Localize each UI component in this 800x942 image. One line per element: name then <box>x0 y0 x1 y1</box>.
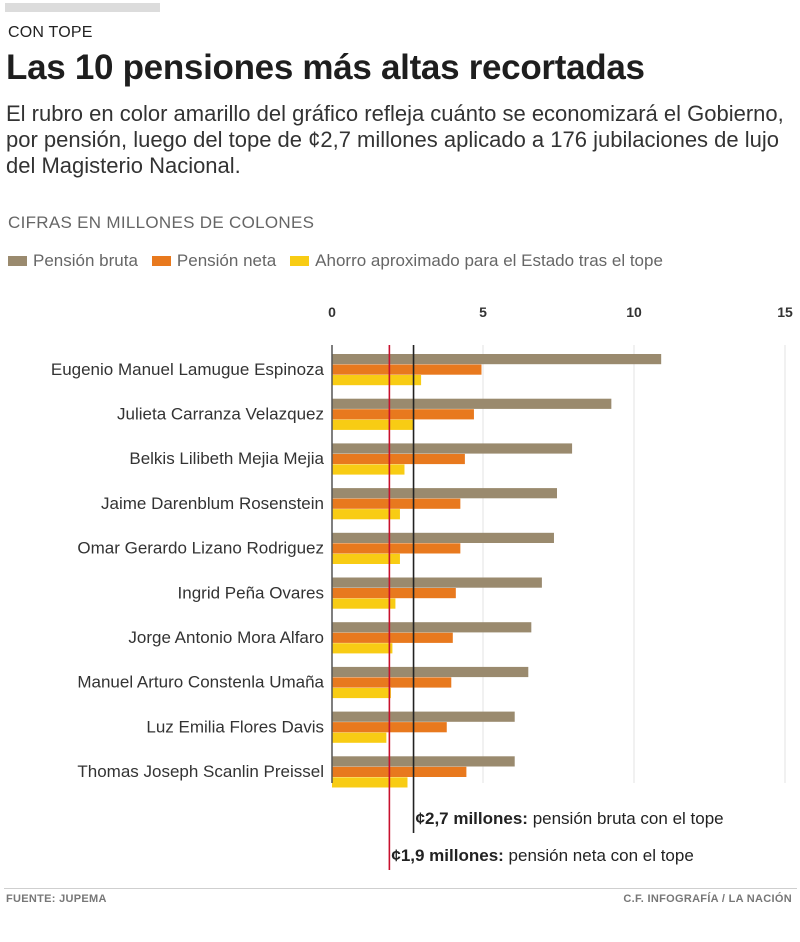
bar-bruta <box>332 756 515 767</box>
category-label: Manuel Arturo Constenla Umaña <box>77 673 324 692</box>
bar-neta <box>332 632 453 643</box>
category-label: Luz Emilia Flores Davis <box>146 717 324 736</box>
reference-label-value: ¢2,7 millones: <box>416 809 528 828</box>
bar-ahorro <box>332 777 408 788</box>
category-label: Eugenio Manuel Lamugue Espinoza <box>51 360 325 379</box>
bar-bruta <box>332 443 573 454</box>
top-decorative-bar <box>5 3 160 12</box>
bar-bruta <box>332 354 662 365</box>
bar-ahorro <box>332 687 391 699</box>
footer-divider <box>4 888 797 889</box>
legend-item-ahorro: Ahorro aproximado para el Estado tras el… <box>290 251 663 271</box>
x-tick-label: 15 <box>777 304 793 320</box>
bar-chart: 0 5 10 15 Eugenio Manuel Lamugue Espinoza Jul… <box>51 304 793 870</box>
credit-note: C.F. INFOGRAFÍA / LA NACIÓN <box>623 893 792 905</box>
reference-label-text: pensión bruta con el tope <box>528 809 724 828</box>
category-label: Julieta Carranza Velazquez <box>117 404 324 423</box>
legend-swatch-bruta <box>8 256 27 266</box>
x-tick-label: 0 <box>328 304 336 320</box>
bar-neta <box>332 453 465 465</box>
bar-ahorro <box>332 598 396 609</box>
legend-label-bruta: Pensión bruta <box>33 251 138 270</box>
page-title: Las 10 pensiones más altas recortadas <box>6 48 645 87</box>
bar-ahorro <box>332 375 422 386</box>
legend-swatch-ahorro <box>290 256 310 266</box>
bar-neta <box>332 498 461 509</box>
bar-neta <box>332 543 461 554</box>
bar-ahorro <box>332 509 400 520</box>
bar-bruta <box>332 577 542 588</box>
category-label: Belkis Lilibeth Mejia Mejia <box>129 449 324 468</box>
bar-bruta <box>332 711 515 722</box>
bar-bruta <box>332 622 532 633</box>
bar-neta <box>332 588 456 599</box>
reference-label-bruta: ¢2,7 millones: pensión bruta con el tope <box>416 809 724 828</box>
legend-swatch-neta <box>151 256 171 266</box>
bar-bruta <box>332 532 554 543</box>
bar-ahorro <box>332 419 414 430</box>
bar-ahorro <box>332 553 400 564</box>
legend-item-bruta: Pensión bruta <box>8 251 138 271</box>
bar-ahorro <box>332 464 405 475</box>
legend-label-neta: Pensión neta <box>176 251 277 270</box>
bar-ahorro <box>332 732 387 743</box>
category-label: Thomas Joseph Scanlin Preissel <box>77 762 324 781</box>
category-label: Ingrid Peña Ovares <box>178 583 324 602</box>
source-note: FUENTE: JUPEMA <box>6 893 107 905</box>
bar-bruta <box>332 488 557 499</box>
bar-neta <box>332 766 467 777</box>
units-label: CIFRAS EN MILLONES DE COLONES <box>8 213 315 232</box>
bar-ahorro <box>332 643 393 654</box>
category-label: Omar Gerardo Lizano Rodriguez <box>77 539 324 558</box>
bar-neta <box>332 364 482 375</box>
bar-bruta <box>332 666 529 678</box>
reference-label-text: pensión neta con el tope <box>504 846 694 865</box>
x-tick-label: 10 <box>626 304 642 320</box>
legend: Pensión bruta Pensión neta Ahorro aproxi… <box>8 250 677 272</box>
legend-label-ahorro: Ahorro aproximado para el Estado tras el… <box>315 251 663 270</box>
bar-neta <box>332 409 474 420</box>
legend-item-neta: Pensión neta <box>151 251 277 271</box>
reference-label-value: ¢1,9 millones: <box>391 846 503 865</box>
kicker: CON TOPE <box>8 24 93 41</box>
bar-neta <box>332 677 452 688</box>
category-label: Jorge Antonio Mora Alfaro <box>128 628 324 647</box>
reference-label-neta: ¢1,9 millones: pensión neta con el tope <box>391 846 693 865</box>
bar-bruta <box>332 398 612 409</box>
x-tick-label: 5 <box>479 304 487 320</box>
subtitle: El rubro en color amarillo del gráfico r… <box>6 101 784 178</box>
category-label: Jaime Darenblum Rosenstein <box>101 494 324 513</box>
